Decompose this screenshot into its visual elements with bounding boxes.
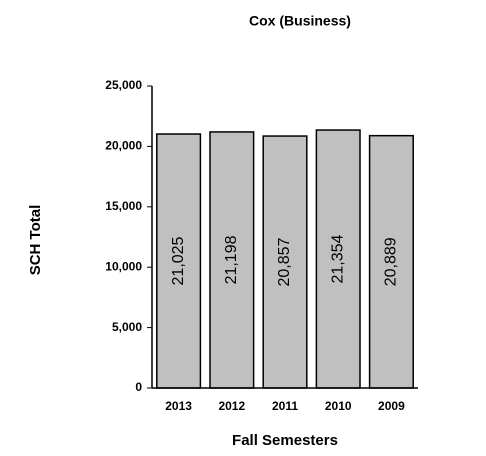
x-tick-label: 2013: [165, 399, 192, 413]
y-tick-label: 20,000: [105, 139, 142, 153]
bar: [368, 134, 414, 389]
bar: [315, 129, 361, 389]
bar: [209, 131, 255, 389]
y-tick-label: 0: [135, 380, 142, 394]
y-tick-label: 5,000: [112, 320, 142, 334]
y-axis-label: SCH Total: [27, 205, 44, 276]
value-label: 20,889: [383, 237, 400, 286]
x-tick-label: 2011: [272, 399, 298, 413]
y-tick-label: 25,000: [105, 78, 142, 92]
bar: [262, 135, 308, 389]
value-label: 20,857: [276, 237, 293, 286]
value-label: 21,354: [329, 234, 346, 283]
value-label: 21,198: [223, 235, 240, 284]
x-tick-label: 2012: [218, 399, 245, 413]
chart-title: Cox (Business): [249, 13, 351, 29]
x-tick-label: 2010: [325, 399, 352, 413]
x-tick-label: 2009: [378, 399, 405, 413]
y-tick-label: 10,000: [105, 259, 142, 273]
y-tick-label: 15,000: [105, 199, 142, 213]
x-axis-label: Fall Semesters: [232, 432, 338, 449]
value-label: 21,025: [170, 236, 187, 285]
